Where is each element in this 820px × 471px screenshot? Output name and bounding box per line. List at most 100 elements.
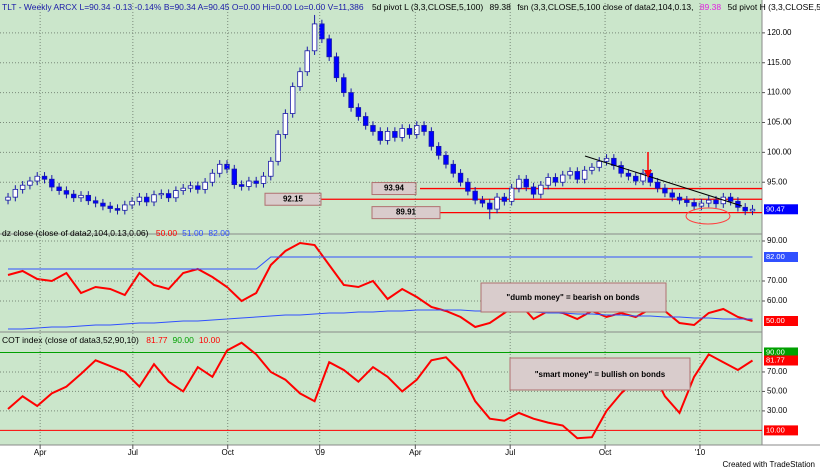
candle-body xyxy=(19,184,26,190)
x-tick-label: Jul xyxy=(128,448,138,457)
candle-body xyxy=(742,206,748,212)
candle-body xyxy=(238,184,245,187)
candle-body xyxy=(151,194,157,203)
candle-body xyxy=(633,175,639,182)
candle-body xyxy=(479,199,486,204)
candle-body xyxy=(41,175,48,180)
candle-body xyxy=(640,172,646,182)
axis-value-label: 82.00 xyxy=(766,252,785,261)
level-label: 89.91 xyxy=(396,208,417,217)
candle-body xyxy=(589,166,595,171)
candle-body xyxy=(355,107,362,117)
candle-body xyxy=(406,128,413,135)
level-label-box xyxy=(371,206,441,220)
candle-body xyxy=(180,187,186,191)
candle-body xyxy=(333,56,340,79)
candle-body xyxy=(465,181,471,192)
candle-body xyxy=(216,163,223,174)
candle-body xyxy=(100,202,106,207)
candle-body xyxy=(654,181,661,189)
candle-body xyxy=(275,134,281,162)
y-tick-label: 70.00 xyxy=(767,276,788,285)
axis-value-label: 90.47 xyxy=(766,204,785,213)
candle-body xyxy=(5,196,11,201)
legend-value: 89.38 xyxy=(700,2,722,12)
y-tick-label: 95.00 xyxy=(767,177,788,186)
candle-body xyxy=(158,193,165,196)
candle-body xyxy=(749,208,756,212)
axis-value-box xyxy=(764,252,798,262)
pane-header: COT index (close of data3,52,90,10) 81.7… xyxy=(2,335,220,345)
candle-body xyxy=(596,160,602,168)
y-tick-label: 30.00 xyxy=(767,406,788,415)
series-line xyxy=(8,309,753,330)
candle-body xyxy=(625,172,632,177)
candle-body xyxy=(107,205,113,209)
candle-body xyxy=(545,177,551,186)
candle-body xyxy=(472,190,478,201)
axis-value-box xyxy=(764,347,798,358)
candle-body xyxy=(676,196,683,201)
level-label: 92.15 xyxy=(283,194,304,203)
candle-body xyxy=(384,131,391,141)
candle-body xyxy=(136,196,143,202)
candle-body xyxy=(684,199,690,203)
y-tick-label: 100.00 xyxy=(767,147,792,156)
candle-body xyxy=(508,187,515,202)
series-line xyxy=(8,256,753,270)
x-tick-label: '10 xyxy=(695,448,706,457)
candle-body xyxy=(370,125,376,132)
candle-body xyxy=(282,113,289,135)
candle-body xyxy=(144,196,150,203)
y-tick-label: 90.00 xyxy=(767,236,788,245)
candle-body xyxy=(428,131,435,147)
y-tick-label: 50.00 xyxy=(767,387,788,396)
axis-value-box xyxy=(764,355,798,366)
annotation: "smart money" = bullish on bonds xyxy=(535,370,666,379)
x-tick-label: Apr xyxy=(34,448,47,457)
level-label: 93.94 xyxy=(384,184,405,193)
candle-body xyxy=(326,38,332,58)
annotation-box xyxy=(509,357,691,391)
legend-entry: 5d pivot L (3,3,CLOSE,5,100) xyxy=(372,2,483,12)
candle-body xyxy=(12,188,19,198)
candle-body xyxy=(691,202,697,207)
x-tick-label: Oct xyxy=(599,448,612,457)
legend-value: 10.00 xyxy=(199,335,221,345)
candle-body xyxy=(698,202,705,207)
arrow-head xyxy=(644,170,652,178)
x-tick-label: '09 xyxy=(314,448,325,457)
y-tick-label: 70.00 xyxy=(767,367,788,376)
candle-body xyxy=(71,193,77,199)
y-tick-label: 110.00 xyxy=(767,88,791,97)
candle-body xyxy=(341,77,347,94)
axis-value-box xyxy=(764,316,798,326)
legend-value: 51.00 xyxy=(182,228,204,238)
level-label-box xyxy=(264,192,322,206)
candle-body xyxy=(399,128,405,138)
candle-body xyxy=(523,178,529,188)
candle-body xyxy=(713,199,719,205)
candle-body xyxy=(516,178,522,189)
annotation-box xyxy=(480,282,667,313)
footer: Created with TradeStation xyxy=(723,460,816,469)
x-tick-label: Jul xyxy=(505,448,515,457)
candle-body xyxy=(195,185,201,190)
candle-body xyxy=(494,196,500,210)
candle-body xyxy=(377,131,383,141)
axis-value-label: 81.77 xyxy=(766,355,785,364)
candle-body xyxy=(538,184,544,195)
candle-body xyxy=(27,180,33,186)
candle-body xyxy=(435,145,442,156)
candle-body xyxy=(487,202,493,210)
candle-body xyxy=(560,174,566,183)
y-tick-label: 120.00 xyxy=(767,28,792,37)
highlight-ellipse xyxy=(685,207,731,225)
candle-body xyxy=(603,157,610,162)
candle-body xyxy=(501,196,508,202)
candle-body xyxy=(289,86,296,114)
candle-body xyxy=(187,185,194,189)
candle-body xyxy=(304,50,310,73)
axis-value-label: 50.00 xyxy=(766,316,785,325)
